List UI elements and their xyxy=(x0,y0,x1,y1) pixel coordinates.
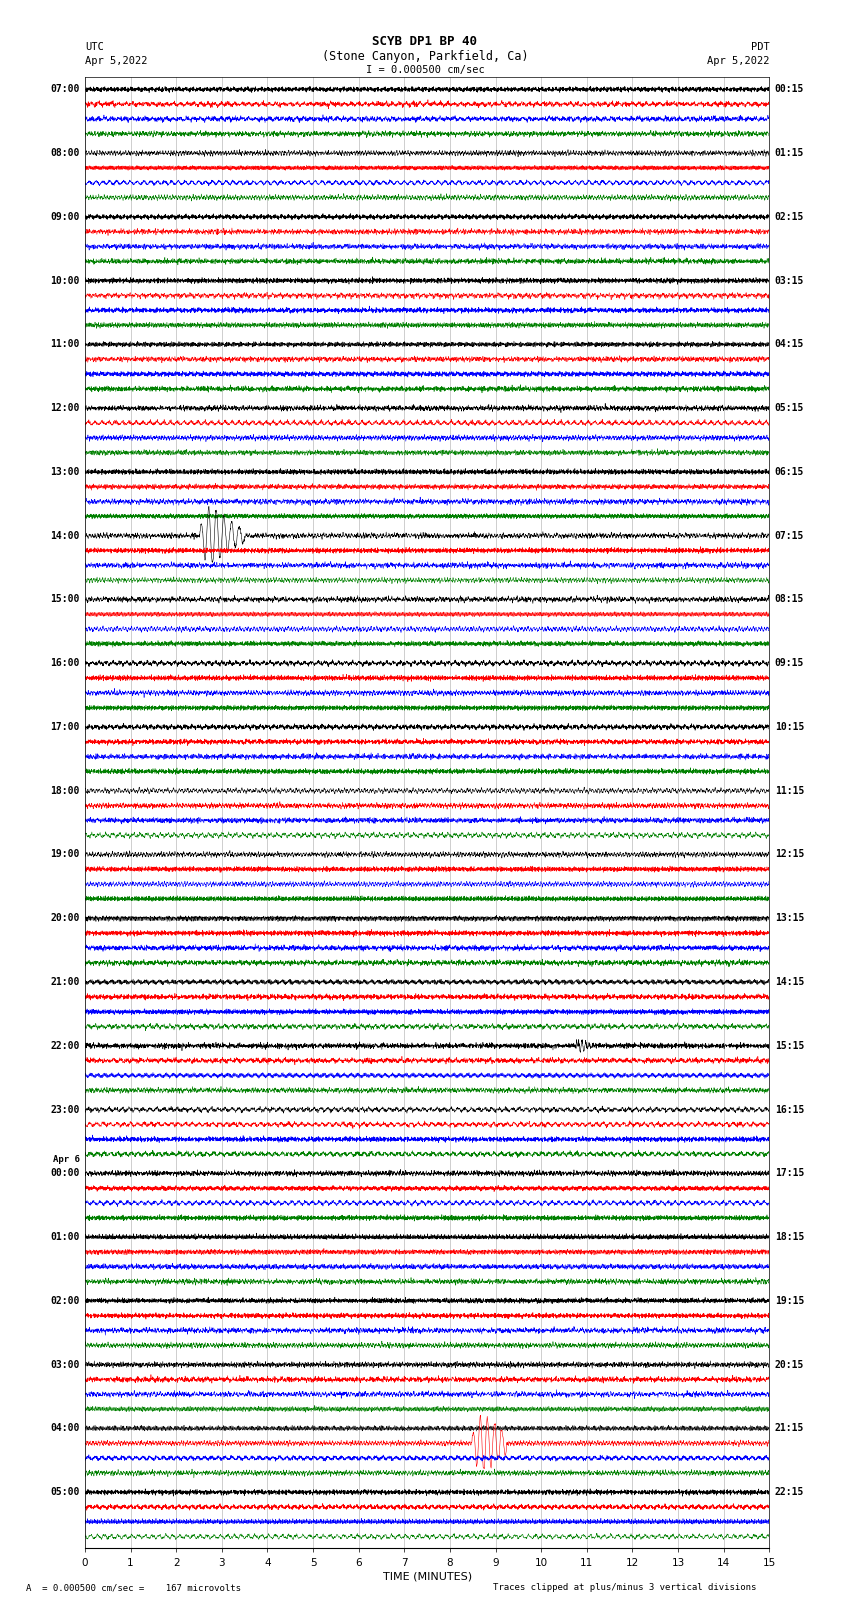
Text: 11:00: 11:00 xyxy=(50,339,80,350)
Text: 11:15: 11:15 xyxy=(774,786,804,795)
Text: 20:00: 20:00 xyxy=(50,913,80,923)
Text: 14:15: 14:15 xyxy=(774,977,804,987)
Text: 21:15: 21:15 xyxy=(774,1423,804,1434)
Text: 09:15: 09:15 xyxy=(774,658,804,668)
Text: 07:00: 07:00 xyxy=(50,84,80,94)
Text: 22:00: 22:00 xyxy=(50,1040,80,1050)
Text: PDT: PDT xyxy=(751,42,769,52)
Text: 00:15: 00:15 xyxy=(774,84,804,94)
Text: 03:15: 03:15 xyxy=(774,276,804,286)
Text: 10:00: 10:00 xyxy=(50,276,80,286)
Text: 04:00: 04:00 xyxy=(50,1423,80,1434)
Text: 07:15: 07:15 xyxy=(774,531,804,540)
Text: Apr 5,2022: Apr 5,2022 xyxy=(85,56,148,66)
Text: 08:15: 08:15 xyxy=(774,595,804,605)
Text: 17:15: 17:15 xyxy=(774,1168,804,1179)
Text: 05:15: 05:15 xyxy=(774,403,804,413)
Text: 03:00: 03:00 xyxy=(50,1360,80,1369)
Text: 04:15: 04:15 xyxy=(774,339,804,350)
Text: 20:15: 20:15 xyxy=(774,1360,804,1369)
Text: 01:15: 01:15 xyxy=(774,148,804,158)
Text: 14:00: 14:00 xyxy=(50,531,80,540)
Text: 13:00: 13:00 xyxy=(50,466,80,477)
Text: 12:15: 12:15 xyxy=(774,850,804,860)
Text: 15:15: 15:15 xyxy=(774,1040,804,1050)
X-axis label: TIME (MINUTES): TIME (MINUTES) xyxy=(382,1571,472,1582)
Text: 21:00: 21:00 xyxy=(50,977,80,987)
Text: 13:15: 13:15 xyxy=(774,913,804,923)
Text: 10:15: 10:15 xyxy=(774,723,804,732)
Text: 18:15: 18:15 xyxy=(774,1232,804,1242)
Text: 19:00: 19:00 xyxy=(50,850,80,860)
Text: 05:00: 05:00 xyxy=(50,1487,80,1497)
Text: (Stone Canyon, Parkfield, Ca): (Stone Canyon, Parkfield, Ca) xyxy=(321,50,529,63)
Text: 16:15: 16:15 xyxy=(774,1105,804,1115)
Text: 23:00: 23:00 xyxy=(50,1105,80,1115)
Text: 01:00: 01:00 xyxy=(50,1232,80,1242)
Text: 12:00: 12:00 xyxy=(50,403,80,413)
Text: UTC: UTC xyxy=(85,42,104,52)
Text: 16:00: 16:00 xyxy=(50,658,80,668)
Text: 17:00: 17:00 xyxy=(50,723,80,732)
Text: Apr 5,2022: Apr 5,2022 xyxy=(706,56,769,66)
Text: 15:00: 15:00 xyxy=(50,595,80,605)
Text: Traces clipped at plus/minus 3 vertical divisions: Traces clipped at plus/minus 3 vertical … xyxy=(493,1582,756,1592)
Text: 19:15: 19:15 xyxy=(774,1295,804,1307)
Text: SCYB DP1 BP 40: SCYB DP1 BP 40 xyxy=(372,35,478,48)
Text: 00:00: 00:00 xyxy=(50,1168,80,1179)
Text: 22:15: 22:15 xyxy=(774,1487,804,1497)
Text: 06:15: 06:15 xyxy=(774,466,804,477)
Text: 08:00: 08:00 xyxy=(50,148,80,158)
Text: I = 0.000500 cm/sec: I = 0.000500 cm/sec xyxy=(366,65,484,74)
Text: A  = 0.000500 cm/sec =    167 microvolts: A = 0.000500 cm/sec = 167 microvolts xyxy=(26,1582,241,1592)
Text: 02:00: 02:00 xyxy=(50,1295,80,1307)
Text: Apr 6: Apr 6 xyxy=(53,1155,80,1165)
Text: 02:15: 02:15 xyxy=(774,211,804,223)
Text: 09:00: 09:00 xyxy=(50,211,80,223)
Text: 18:00: 18:00 xyxy=(50,786,80,795)
